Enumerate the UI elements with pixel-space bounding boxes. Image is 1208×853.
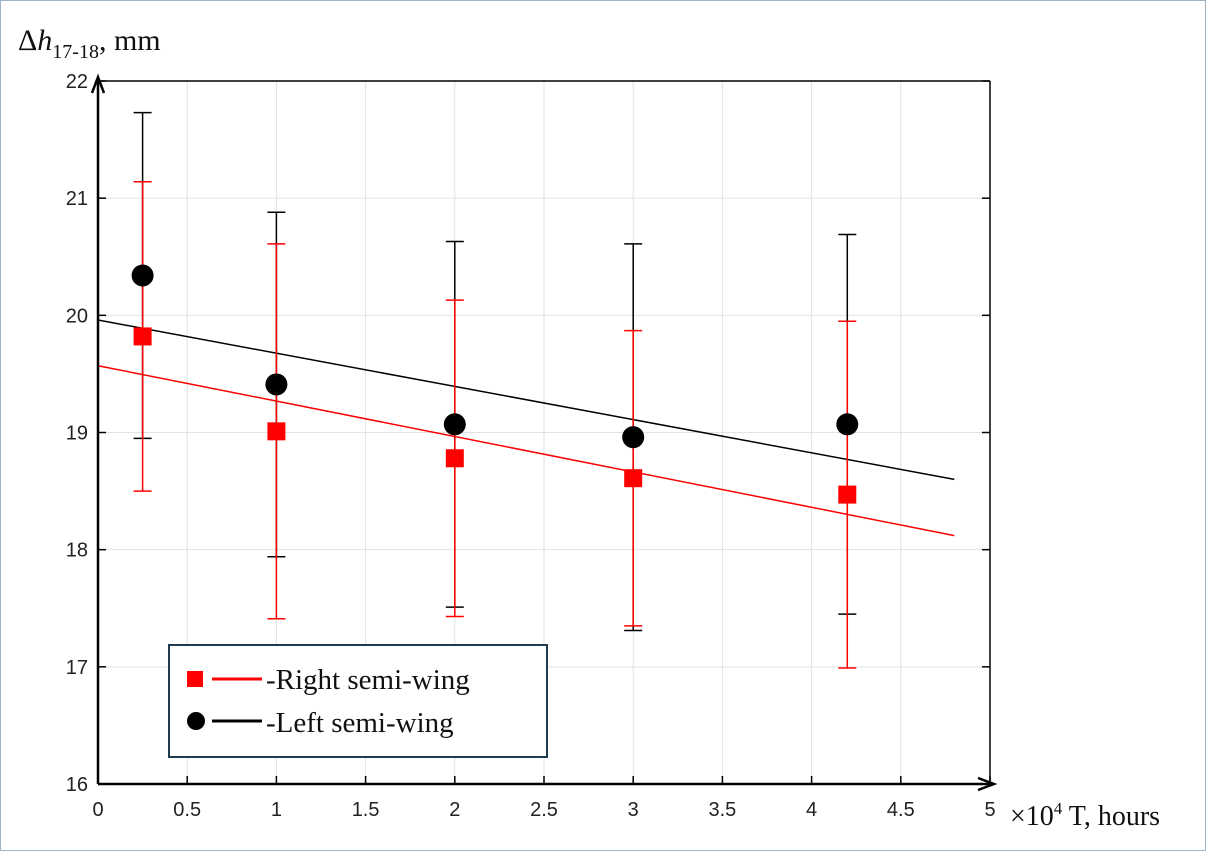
y-label-unit: , mm bbox=[99, 24, 161, 57]
x-tick-label: 3 bbox=[628, 799, 639, 821]
x-tick-label: 0 bbox=[92, 799, 103, 821]
legend-box bbox=[168, 644, 548, 758]
y-tick-label: 20 bbox=[66, 305, 88, 327]
x-axis-arrow bbox=[977, 776, 998, 792]
trend-line-left bbox=[97, 319, 955, 481]
legend-left-label: -Left semi-wing bbox=[266, 707, 454, 739]
data-point-right bbox=[838, 485, 857, 504]
x-tick-label: 1 bbox=[271, 799, 282, 821]
y-tick-label: 19 bbox=[66, 423, 88, 445]
y-tick-label: 22 bbox=[66, 71, 88, 93]
trend-line-right bbox=[97, 364, 955, 537]
x-tick-label: 5 bbox=[984, 799, 995, 821]
data-point-right bbox=[445, 449, 464, 468]
x-label-exponent: 4 bbox=[1054, 799, 1063, 818]
error-bars bbox=[133, 111, 857, 669]
x-tick-label: 4.5 bbox=[887, 799, 915, 821]
trend-lines bbox=[97, 319, 955, 537]
x-label-text: T, hours bbox=[1062, 801, 1160, 832]
y-label-var: h bbox=[37, 24, 52, 57]
y-label-subscript: 17-18 bbox=[52, 41, 99, 63]
x-tick-label: 2 bbox=[449, 799, 460, 821]
data-point-left bbox=[131, 264, 154, 287]
data-point-right bbox=[624, 469, 643, 488]
data-point-left bbox=[622, 426, 645, 449]
x-label-multiplier: ×10 bbox=[1010, 801, 1054, 832]
y-axis-label: Δh17-18, mm bbox=[18, 24, 161, 63]
y-tick-label: 18 bbox=[66, 540, 88, 562]
x-tick-label: 0.5 bbox=[173, 799, 201, 821]
y-axis-arrow bbox=[90, 73, 106, 94]
legend-right-label: -Right semi-wing bbox=[266, 664, 470, 696]
legend-left-marker bbox=[187, 712, 205, 730]
data-point-right bbox=[267, 422, 286, 441]
y-tick-label: 17 bbox=[66, 657, 88, 679]
legend-right-marker bbox=[187, 671, 203, 687]
tick-labels: 0 0.5 1 1.5 2 2.5 3 3.5 4 4.5 5 16 17 18 19 20 21 22 bbox=[66, 71, 996, 821]
data-markers bbox=[131, 264, 859, 504]
y-tick-label: 16 bbox=[66, 774, 88, 796]
x-tick-label: 4 bbox=[806, 799, 817, 821]
axes bbox=[90, 73, 998, 792]
x-tick-label: 1.5 bbox=[352, 799, 380, 821]
data-point-left bbox=[265, 373, 288, 396]
legend: -Right semi-wing -Left semi-wing bbox=[168, 644, 548, 758]
y-tick-label: 21 bbox=[66, 188, 88, 210]
x-axis-label: ×104 T, hours bbox=[1010, 799, 1160, 832]
x-tick-label: 2.5 bbox=[530, 799, 558, 821]
x-tick-label: 3.5 bbox=[708, 799, 736, 821]
data-point-left bbox=[836, 413, 859, 436]
y-label-symbol: Δ bbox=[18, 24, 37, 57]
data-point-right bbox=[133, 327, 152, 346]
data-point-left bbox=[443, 413, 466, 436]
